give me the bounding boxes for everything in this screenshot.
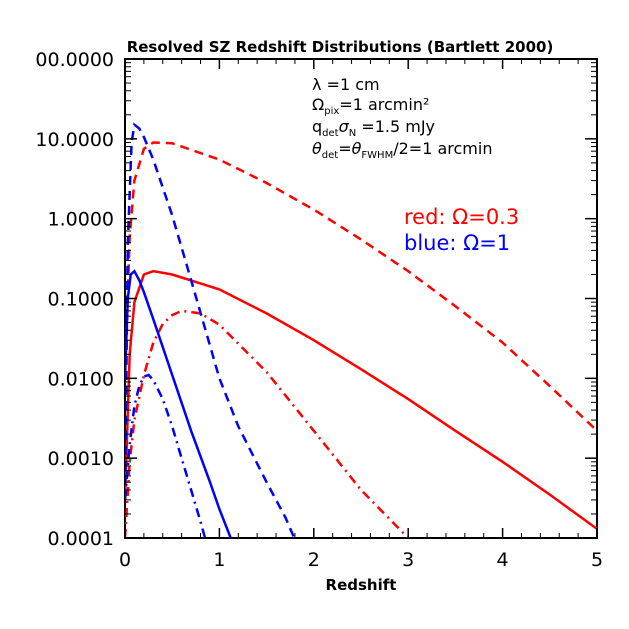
y-tick-label: 0.0100 — [48, 368, 114, 390]
y-tick-label: 0.1000 — [48, 289, 114, 311]
x-tick-label: 4 — [497, 549, 509, 571]
series-line-red-dashed — [125, 141, 597, 432]
x-tick-label: 5 — [591, 549, 603, 571]
anno-fwhm-subscript: FWHM — [361, 150, 393, 161]
series-line-blue-solid — [125, 269, 232, 538]
y-tick-label: 0.0010 — [48, 448, 114, 470]
legend-blue: blue: Ω=1 — [404, 231, 510, 255]
anno-theta: θdet=θFWHM/2=1 arcmin — [312, 139, 492, 161]
anno-omega-symbol: Ω — [312, 95, 324, 114]
x-tick-label: 0 — [119, 549, 131, 571]
anno-pix-subscript: pix — [324, 106, 339, 117]
annotation-block: λ =1 cm Ωpix=1 arcmin² qdetσN =1.5 mJy θ… — [312, 75, 492, 161]
series-line-blue-dashdot — [125, 373, 207, 538]
x-tick-label: 1 — [213, 549, 225, 571]
series-line-red-dashdot — [125, 309, 410, 538]
series-layer — [125, 122, 597, 538]
anno-wavelength: λ =1 cm — [312, 75, 380, 94]
series-line-red-solid — [125, 269, 597, 530]
anno-qdet-sigma: qdetσN =1.5 mJy — [312, 117, 435, 139]
anno-noise-value: =1.5 mJy — [356, 117, 435, 136]
chart-title: Resolved SZ Redshift Distributions (Bart… — [127, 38, 554, 56]
anno-pix-value: =1 arcmin² — [339, 95, 429, 114]
legend-red: red: Ω=0.3 — [404, 205, 519, 229]
anno-theta-det-subscript: det — [322, 150, 339, 161]
anno-theta-eq: =θ — [338, 139, 361, 158]
anno-theta-symbol: θ — [312, 139, 322, 158]
y-tick-label: 10.0000 — [35, 129, 114, 151]
x-tick-label: 2 — [308, 549, 320, 571]
anno-omega-pix: Ωpix=1 arcmin² — [312, 95, 429, 117]
x-tick-label: 3 — [402, 549, 414, 571]
y-tick-label: 00.0000 — [35, 49, 114, 71]
y-tick-label: 0.0001 — [48, 528, 114, 550]
y-tick-label: 1.0000 — [48, 209, 114, 231]
anno-theta-value: /2=1 arcmin — [393, 139, 492, 158]
anno-q-symbol: q — [312, 117, 322, 136]
anno-det-subscript: det — [322, 128, 339, 139]
anno-n-subscript: N — [349, 128, 356, 139]
anno-sigma-symbol: σ — [339, 117, 350, 136]
tick-layer: 0 1 2 3 4 5 0.0001 0.0010 0.0100 0.1000 1.0000 10.0… — [35, 49, 603, 571]
x-axis-title: Redshift — [326, 576, 397, 594]
